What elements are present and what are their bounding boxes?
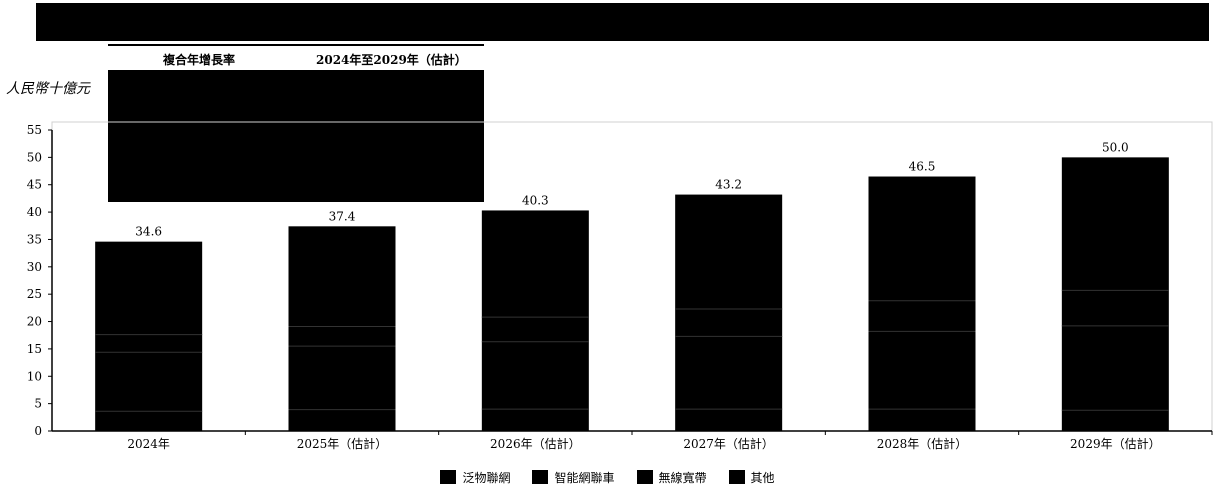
x-category-label: 2028年（估計） xyxy=(877,436,968,451)
y-tick-label: 0 xyxy=(34,424,42,438)
cagr-table-top-rule xyxy=(108,44,484,46)
legend-item-1: 泛物聯網 xyxy=(440,467,510,487)
y-tick-label: 20 xyxy=(27,315,42,329)
bar-total-label: 50.0 xyxy=(1102,140,1129,154)
bar-segment-1 xyxy=(95,411,203,431)
bar-segment-1 xyxy=(288,409,396,431)
cagr-table-body xyxy=(108,70,484,202)
bar-segment-3 xyxy=(868,300,976,332)
bar-segment-4 xyxy=(288,226,396,327)
legend: 泛物聯網 智能網聯車 無線寬帶 其他 xyxy=(0,467,1215,487)
y-axis-unit-label: 人民幣十億元 xyxy=(6,81,90,97)
cagr-header-rate: 複合年增長率 xyxy=(163,53,236,67)
bar-total-label: 40.3 xyxy=(522,193,549,207)
y-tick-label: 35 xyxy=(27,232,42,246)
y-tick-label: 30 xyxy=(27,260,42,274)
bar-segment-3 xyxy=(95,334,203,353)
bar-total-label: 43.2 xyxy=(715,178,742,192)
bar-segment-1 xyxy=(481,409,589,431)
legend-item-3: 無線寬帶 xyxy=(636,467,707,487)
plot-area-border xyxy=(51,121,1213,432)
bar-segment-2 xyxy=(481,341,589,410)
bar-segment-3 xyxy=(675,308,783,337)
y-tick-label: 10 xyxy=(27,369,42,383)
bar-total-label: 46.5 xyxy=(909,160,936,174)
legend-item-4: 其他 xyxy=(728,467,775,487)
cagr-table: 複合年增長率 2024年至2029年（估計） xyxy=(108,44,484,202)
legend-label: 其他 xyxy=(750,470,775,485)
bar-total-label: 34.6 xyxy=(135,225,162,239)
legend-swatch xyxy=(636,470,653,484)
cagr-header-period: 2024年至2029年（估計） xyxy=(316,53,467,67)
bar-segment-4 xyxy=(481,210,589,318)
y-tick-label: 40 xyxy=(27,205,42,219)
x-category-label: 2027年（估計） xyxy=(683,436,774,451)
bar-segment-3 xyxy=(288,326,396,347)
title-bar xyxy=(36,3,1209,41)
bar-segment-1 xyxy=(675,409,783,431)
x-category-label: 2024年 xyxy=(127,437,170,451)
legend-label: 智能網聯車 xyxy=(554,470,615,485)
legend-swatch xyxy=(440,470,457,484)
bar-segment-2 xyxy=(1061,325,1169,411)
legend-swatch xyxy=(532,470,549,484)
x-category-label: 2025年（估計） xyxy=(297,436,388,451)
bar-segment-2 xyxy=(288,346,396,410)
bar-segment-1 xyxy=(1061,410,1169,431)
legend-swatch xyxy=(728,470,745,484)
bar-total-label: 37.4 xyxy=(329,209,356,223)
bar-segment-4 xyxy=(1061,157,1169,291)
y-tick-label: 25 xyxy=(27,287,42,301)
legend-label: 無線寬帶 xyxy=(658,470,707,485)
bar-segment-4 xyxy=(868,176,976,301)
y-tick-label: 55 xyxy=(27,123,42,137)
bar-segment-3 xyxy=(1061,290,1169,326)
legend-label: 泛物聯網 xyxy=(462,470,511,485)
y-tick-label: 5 xyxy=(34,397,42,411)
bar-segment-3 xyxy=(481,317,589,342)
y-tick-label: 45 xyxy=(27,178,42,192)
y-tick-label: 50 xyxy=(27,150,42,164)
bar-segment-2 xyxy=(868,331,976,410)
y-tick-label: 15 xyxy=(27,342,42,356)
x-category-label: 2029年（估計） xyxy=(1070,436,1161,451)
bar-segment-2 xyxy=(675,336,783,410)
bar-segment-1 xyxy=(868,409,976,431)
x-category-label: 2026年（估計） xyxy=(490,436,581,451)
bar-segment-2 xyxy=(95,352,203,412)
bar-segment-4 xyxy=(95,241,203,335)
legend-item-2: 智能網聯車 xyxy=(532,467,615,487)
bar-segment-4 xyxy=(675,194,783,309)
